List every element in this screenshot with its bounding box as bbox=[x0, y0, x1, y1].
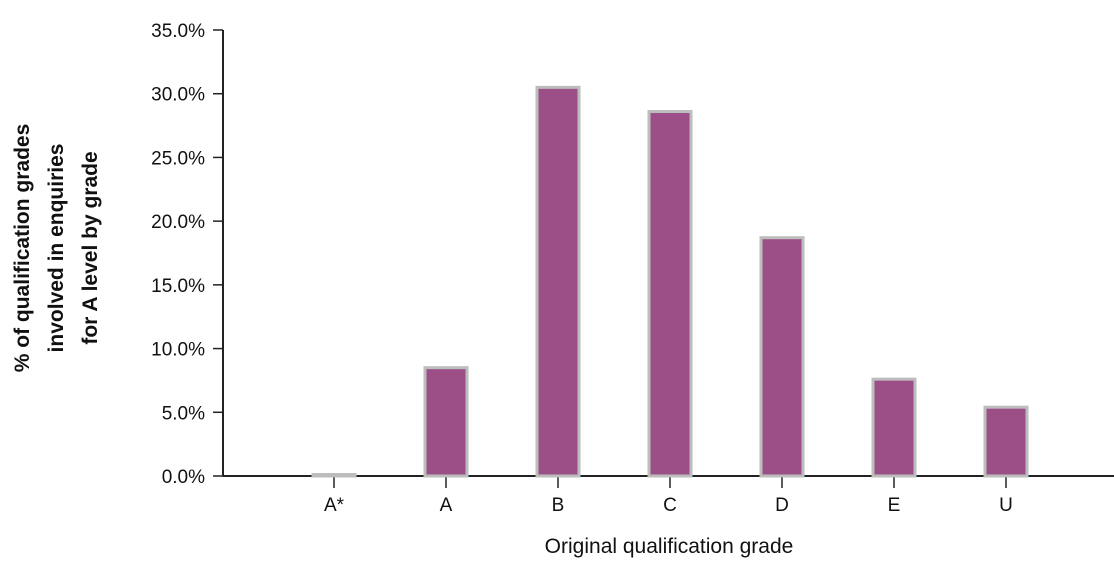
y-axis-title-line-1: % of qualification grades bbox=[11, 124, 34, 373]
bar bbox=[647, 110, 693, 478]
x-tick-label: C bbox=[663, 495, 677, 516]
x-tick-label: D bbox=[775, 495, 789, 516]
y-tick-label: 10.0% bbox=[151, 340, 205, 361]
x-tick-label: A bbox=[440, 495, 453, 516]
y-axis: 0.0% 5.0% 10.0% 15.0% 20.0% 25.0% 30.0% 35.0% bbox=[151, 21, 224, 488]
x-tick-label: B bbox=[552, 495, 565, 516]
y-tick-label: 5.0% bbox=[162, 403, 205, 424]
bar bbox=[871, 377, 917, 478]
y-tick-label: 15.0% bbox=[151, 276, 205, 297]
y-axis-title: % of qualification grades involved in en… bbox=[11, 124, 102, 373]
x-axis: A* A B C D E U bbox=[223, 475, 1114, 516]
bar bbox=[423, 366, 469, 478]
y-tick-label: 20.0% bbox=[151, 212, 205, 233]
x-axis-title: Original qualification grade bbox=[545, 535, 794, 558]
bars bbox=[311, 85, 1029, 478]
bar bbox=[535, 85, 581, 478]
bar bbox=[759, 236, 805, 478]
bar bbox=[983, 405, 1029, 478]
y-axis-title-line-2: involved in enquiries bbox=[45, 144, 68, 353]
x-tick-label: E bbox=[888, 495, 901, 516]
y-tick-label: 35.0% bbox=[151, 21, 205, 42]
y-tick-label: 25.0% bbox=[151, 148, 205, 169]
x-tick-label: U bbox=[999, 495, 1013, 516]
y-tick-label: 0.0% bbox=[162, 467, 205, 488]
y-axis-title-line-3: for A level by grade bbox=[79, 151, 102, 344]
y-tick-label: 30.0% bbox=[151, 85, 205, 106]
x-tick-label: A* bbox=[324, 495, 345, 516]
bar bbox=[311, 473, 357, 478]
